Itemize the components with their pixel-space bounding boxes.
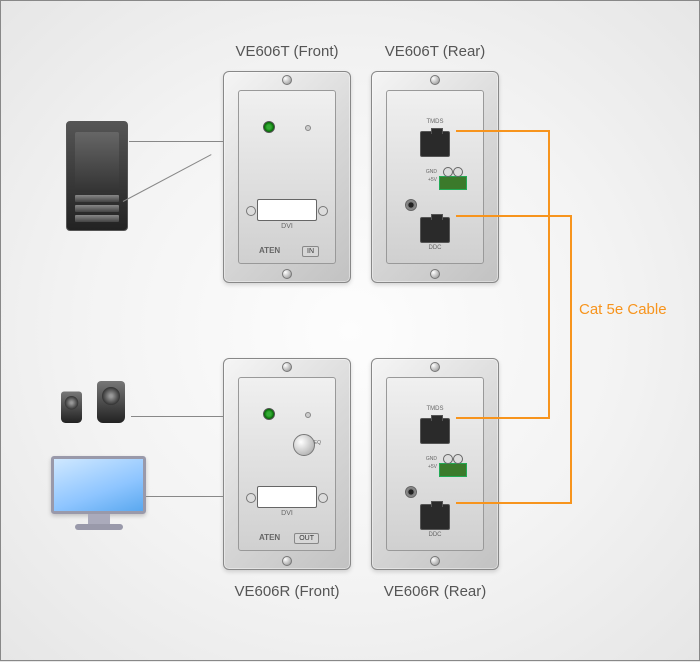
screw-icon [282,556,292,566]
ddc-label: DDC [429,532,442,538]
speaker-right-icon [97,381,125,423]
pv-label: +5V [428,464,437,470]
rj45-port-icon [420,217,450,243]
terminal-block-icon [439,463,467,477]
speakers-icon [61,381,125,428]
screw-icon [430,269,440,279]
pc-icon [66,121,128,231]
label-r-rear: VE606R (Rear) [371,583,499,600]
plate-t-rear: TMDS GND +5V DDC [371,71,499,283]
screw-icon [430,362,440,372]
audio-jack-icon [263,121,275,133]
monitor-screen-icon [51,456,146,514]
speaker-left-icon [61,392,82,424]
eq-label: EQ [314,440,321,446]
screw-icon [282,269,292,279]
plate-inner: DVI ATEN IN [238,90,336,264]
screw-icon [430,75,440,85]
eq-knob-icon [293,434,315,456]
screw-icon [282,75,292,85]
ddc-label: DDC [429,245,442,251]
dvi-port-icon [257,199,317,221]
pc-drives-icon [75,192,119,222]
pv-label: +5V [428,177,437,183]
plate-t-front: DVI ATEN IN [223,71,351,283]
dvi-label: DVI [281,510,293,517]
tmds-label: TMDS [427,119,444,125]
gnd-label: GND [426,456,437,462]
dvi-label: DVI [281,223,293,230]
brand-label: ATEN [259,246,280,255]
monitor-icon [51,456,146,531]
dvi-port-icon [257,486,317,508]
dc-jack-icon [405,486,417,498]
led-icon [305,125,311,131]
screw-icon [430,556,440,566]
label-t-front: VE606T (Front) [223,43,351,60]
monitor-stand-icon [88,514,110,524]
plate-r-rear: TMDS GND +5V DDC [371,358,499,570]
audio-jack-icon [263,408,275,420]
brand-label: ATEN [259,533,280,542]
terminal-block-icon [439,176,467,190]
plate-inner: EQ DVI ATEN OUT [238,377,336,551]
out-badge: OUT [294,533,319,544]
gnd-label: GND [426,169,437,175]
cable-label: Cat 5e Cable [579,301,667,318]
screw-icon [282,362,292,372]
led-icon [305,412,311,418]
label-t-rear: VE606T (Rear) [371,43,499,60]
rj45-port-icon [420,131,450,157]
rj45-port-icon [420,418,450,444]
in-badge: IN [302,246,319,257]
dc-jack-icon [405,199,417,211]
monitor-base-icon [75,524,123,530]
label-r-front: VE606R (Front) [223,583,351,600]
plate-inner: TMDS GND +5V DDC [386,90,484,264]
plate-inner: TMDS GND +5V DDC [386,377,484,551]
rj45-port-icon [420,504,450,530]
plate-r-front: EQ DVI ATEN OUT [223,358,351,570]
tmds-label: TMDS [427,406,444,412]
